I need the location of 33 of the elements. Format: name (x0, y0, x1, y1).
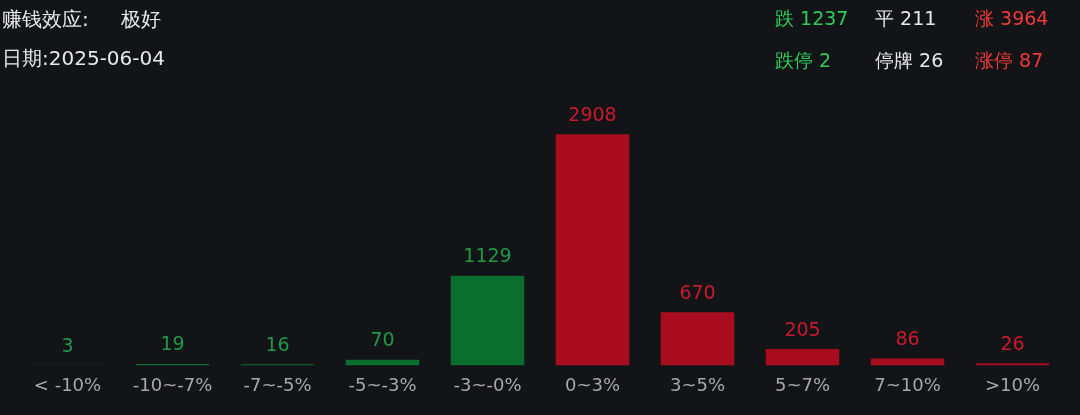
text: 跌停 2 (775, 48, 833, 73)
data-label: 205 (784, 317, 821, 340)
data-label: 1129 (463, 244, 512, 267)
x-tick-label: >10% (984, 373, 1041, 395)
x-tick-label: 5~7% (774, 373, 831, 395)
data-label: 670 (679, 280, 716, 303)
x-tick-label: 0~3% (564, 373, 621, 395)
text: 跌 1237 (775, 6, 850, 31)
text: 涨 3964 (975, 6, 1050, 31)
x-tick-label: -10~-7% (132, 373, 213, 395)
x-tick-label: 7~10% (874, 373, 941, 395)
data-label: 86 (895, 327, 920, 349)
x-tick-label: -3~-0% (453, 373, 522, 395)
bar (450, 275, 525, 366)
x-tick-label: -5~-3% (348, 373, 417, 395)
bar (660, 312, 735, 366)
data-label: 3 (61, 333, 74, 356)
text: 停牌 26 (875, 48, 945, 73)
data-label: 2908 (568, 102, 617, 125)
chart-title: 赚钱效应: 极好 (2, 6, 161, 33)
text: 平 211 (875, 6, 938, 31)
text: 涨停 87 (975, 48, 1045, 73)
data-label: 19 (160, 332, 185, 355)
x-tick-label: -7~-5% (243, 373, 312, 395)
data-label: 16 (265, 332, 290, 355)
chart-subtitle: 日期:2025-06-04 (2, 45, 165, 72)
x-tick-label: 3~5% (669, 373, 726, 395)
x-tick-label: < -10% (33, 373, 102, 395)
bar (975, 363, 1050, 366)
data-label: 26 (1000, 331, 1025, 354)
bar (555, 134, 630, 366)
data-label: 70 (370, 328, 395, 351)
bar (765, 349, 840, 366)
